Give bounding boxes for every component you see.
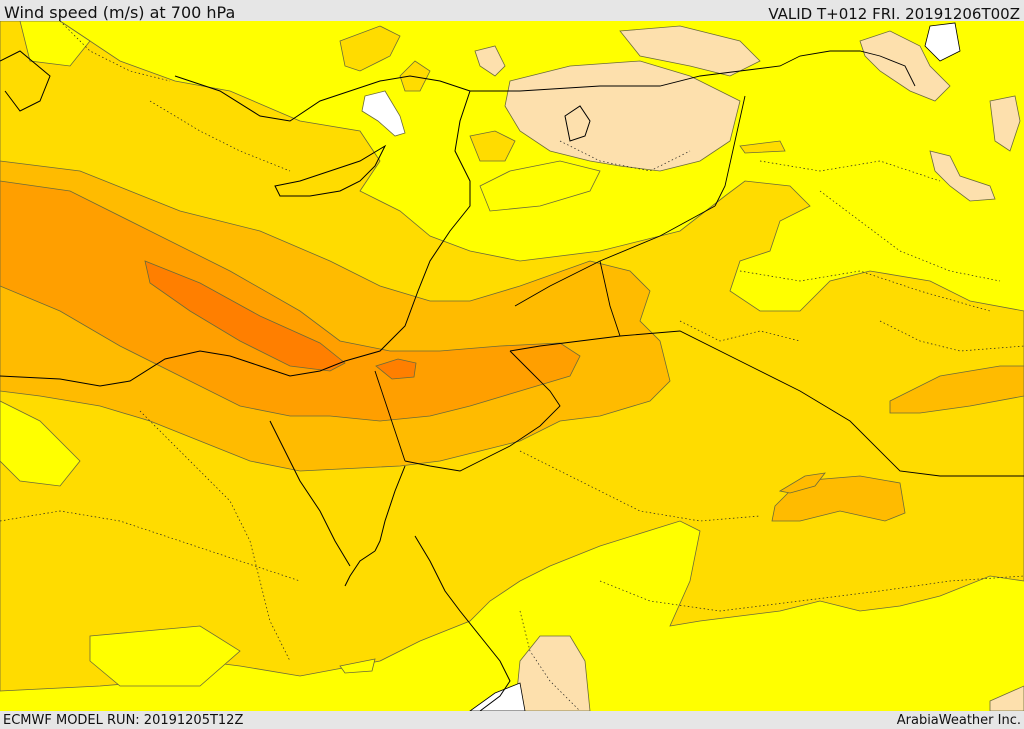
field-calm-patch [474, 45, 506, 77]
field-calm-patch [989, 95, 1021, 152]
field-level-3-region [0, 180, 581, 422]
field-calm-patch [514, 635, 591, 711]
province-borders [0, 21, 1024, 711]
coastlines [0, 50, 591, 711]
field-level-2-patch [778, 472, 826, 494]
field-level-1-patch [469, 130, 516, 162]
field-level-2-patch [889, 365, 1024, 414]
field-gap [361, 90, 406, 137]
field-gap [924, 22, 961, 62]
field-calm-patch [619, 25, 761, 77]
map-canvas [0, 21, 1024, 711]
field-level-0-patch [89, 625, 241, 687]
credit: ArabiaWeather Inc. [896, 713, 1021, 728]
field-calm-patch [989, 685, 1024, 711]
country-borders [374, 50, 1024, 477]
field-level-0-patch [479, 160, 601, 212]
field-level-4-core [375, 358, 417, 380]
map-title: Wind speed (m/s) at 700 hPa [4, 3, 236, 22]
wind-speed-map [0, 21, 1024, 711]
field-level-4-core [144, 260, 346, 372]
field-level-1-patch [339, 25, 401, 72]
field-level-0-patch [339, 658, 376, 674]
model-run: ECMWF MODEL RUN: 20191205T12Z [3, 713, 244, 728]
field-gap [469, 682, 526, 711]
valid-time: VALID T+012 FRI. 20191206T00Z [768, 5, 1020, 23]
field-level-1-patch [399, 60, 431, 92]
field-level-1-patch [739, 140, 786, 154]
field-level-0-patch [19, 21, 91, 67]
field-level-0-patch [0, 400, 81, 487]
field-calm-patch [929, 150, 996, 202]
